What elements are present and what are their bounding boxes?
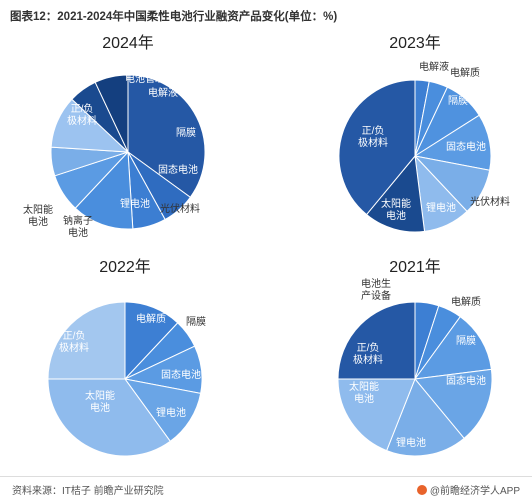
slice-label: 电解质 bbox=[136, 312, 166, 325]
slice-label: 电解液 bbox=[148, 86, 178, 99]
slice-label: 锂电池 bbox=[426, 201, 456, 214]
slice-label: 隔膜 bbox=[448, 95, 468, 107]
footer: 资料来源：IT桔子 前瞻产业研究院 @前瞻经济学人APP bbox=[0, 476, 532, 501]
slice-label: 太阳能电池 bbox=[381, 197, 411, 222]
slice-label: 固态电池 bbox=[446, 374, 486, 387]
slice-label: 钠离子电池 bbox=[63, 214, 93, 239]
slice-label: 锂电池 bbox=[396, 436, 426, 449]
slice-label: 正/负极材料 bbox=[67, 102, 97, 127]
brand-logo-icon bbox=[416, 485, 427, 495]
slice-label: 固态电池 bbox=[158, 163, 198, 176]
slice-label: 电池管理 bbox=[125, 72, 165, 85]
slice-label: 正/负极材料 bbox=[59, 329, 89, 354]
slice-label: 隔膜 bbox=[186, 316, 206, 328]
slice-label: 固态电池 bbox=[161, 368, 201, 381]
pie-slice bbox=[337, 378, 416, 452]
pie-slice bbox=[127, 74, 206, 198]
pie-title: 2021年 bbox=[389, 258, 441, 276]
slice-label: 太阳能电池 bbox=[85, 389, 115, 414]
pie-slice bbox=[365, 154, 426, 233]
slice-label: 电解质 bbox=[451, 295, 481, 308]
slice-label: 锂电池 bbox=[120, 197, 150, 210]
pie-title: 2024年 bbox=[102, 34, 154, 52]
pie-slice bbox=[413, 316, 492, 380]
slice-label: 正/负极材料 bbox=[353, 341, 383, 366]
pie-title: 2022年 bbox=[99, 258, 151, 276]
slice-label: 太阳能电池 bbox=[349, 380, 379, 405]
figure-title: 图表12：2021-2024年中国柔性电池行业融资产品变化(单位：%) bbox=[10, 11, 338, 23]
brand-label: @前瞻经济学人APP bbox=[416, 482, 520, 497]
pie-slice bbox=[94, 74, 129, 153]
slice-label: 光伏材料 bbox=[160, 202, 200, 215]
pie-slice bbox=[386, 378, 465, 457]
pie-slice bbox=[338, 79, 416, 216]
brand-text: @前瞻经济学人APP bbox=[429, 486, 520, 497]
slice-label: 电解质 bbox=[450, 66, 480, 79]
slice-label: 电池生产设备 bbox=[361, 277, 391, 302]
slice-label: 太阳能电池 bbox=[23, 203, 53, 228]
slice-label: 光伏材料 bbox=[470, 195, 510, 208]
pie-slice bbox=[47, 301, 126, 380]
pie-slice bbox=[74, 150, 134, 230]
pie-title: 2023年 bbox=[389, 34, 441, 52]
slice-label: 锂电池 bbox=[156, 406, 186, 419]
pie-slice bbox=[47, 378, 171, 457]
pie-slice bbox=[337, 301, 416, 380]
pie-slice bbox=[414, 368, 493, 440]
slice-label: 隔膜 bbox=[456, 335, 476, 347]
slice-label: 电解液 bbox=[419, 60, 449, 73]
source-note: 资料来源：IT桔子 前瞻产业研究院 bbox=[12, 486, 164, 497]
slice-label: 正/负极材料 bbox=[358, 124, 388, 149]
slice-label: 固态电池 bbox=[446, 140, 486, 153]
pie-charts-canvas: 2024年正/负极材料电池管理电解液隔膜固态电池光伏材料锂电池钠离子电池太阳能电… bbox=[23, 34, 510, 457]
slice-label: 隔膜 bbox=[176, 127, 196, 139]
